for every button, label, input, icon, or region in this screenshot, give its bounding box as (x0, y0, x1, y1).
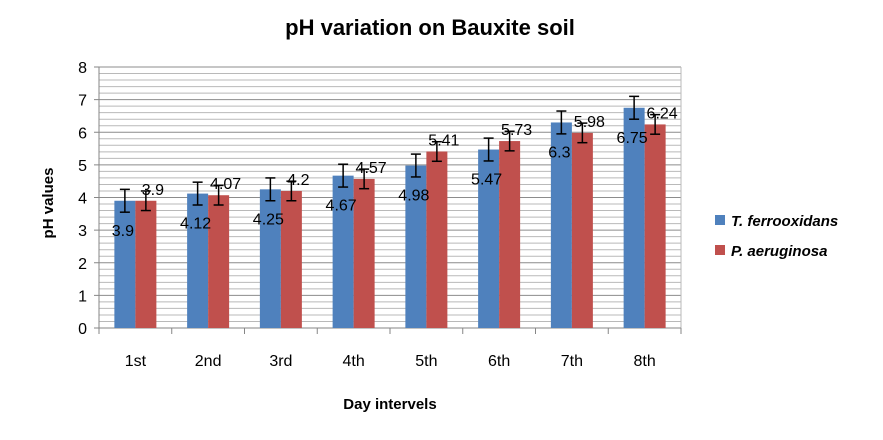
data-label: 5.98 (574, 114, 605, 131)
data-label: 3.9 (112, 223, 134, 240)
y-tick-label: 5 (78, 158, 87, 175)
bar (426, 151, 448, 328)
data-label: 6.75 (617, 130, 648, 147)
chart-title: pH variation on Bauxite soil (285, 15, 575, 40)
legend: T. ferrooxidans P. aeruginosa (715, 213, 838, 260)
x-tick-label: 2nd (195, 353, 222, 370)
y-tick-label: 2 (78, 256, 87, 273)
bar (571, 132, 593, 328)
x-tick-label: 7th (561, 353, 583, 370)
y-tick-label: 7 (78, 93, 87, 110)
data-label: 4.67 (326, 198, 357, 215)
bar (550, 122, 572, 329)
x-tick-label: 4th (343, 353, 365, 370)
x-tick-label: 3rd (269, 353, 292, 370)
x-tick-label: 1st (125, 353, 147, 370)
data-label: 6.3 (548, 144, 570, 161)
y-tick-label: 4 (78, 191, 87, 208)
bar (499, 141, 521, 328)
x-axis-title: Day intervels (343, 396, 436, 413)
x-tick-label: 5th (415, 353, 437, 370)
y-tick-label: 0 (78, 321, 87, 338)
y-tick-label: 6 (78, 125, 87, 142)
data-label: 5.73 (501, 122, 532, 139)
x-tick-label: 6th (488, 353, 510, 370)
bar (114, 200, 136, 328)
y-axis-title: pH values (40, 168, 57, 239)
bar (623, 107, 645, 328)
bar (187, 193, 209, 328)
data-label: 4.25 (253, 211, 284, 228)
data-label: 3.9 (142, 182, 164, 199)
bar (353, 178, 375, 328)
legend-swatch (715, 245, 725, 255)
data-label: 4.07 (210, 176, 241, 193)
bar (259, 189, 281, 328)
data-label: 4.57 (356, 160, 387, 177)
data-label: 4.12 (180, 216, 211, 233)
bar (478, 149, 500, 328)
legend-swatch (715, 215, 725, 225)
data-label: 4.2 (287, 172, 309, 189)
data-label: 6.24 (647, 105, 678, 122)
bar (208, 195, 230, 328)
bar (280, 190, 302, 328)
data-label: 5.47 (471, 172, 502, 189)
y-tick-label: 8 (78, 60, 87, 77)
y-tick-label: 1 (78, 288, 87, 305)
x-tick-label: 8th (634, 353, 656, 370)
bar (405, 165, 427, 328)
legend-label: P. aeruginosa (731, 243, 827, 260)
y-tick-label: 3 (78, 223, 87, 240)
bar (135, 200, 157, 328)
data-label: 4.98 (398, 188, 429, 205)
data-label: 5.41 (428, 132, 459, 149)
plot-area: 0 1 2 3 4 5 6 7 8 1st 2nd 3rd 4th 5th 6th 7th 8th 3.9 4.12… (78, 60, 682, 370)
bar (332, 175, 354, 328)
legend-label: T. ferrooxidans (731, 213, 838, 230)
bar (644, 124, 666, 328)
